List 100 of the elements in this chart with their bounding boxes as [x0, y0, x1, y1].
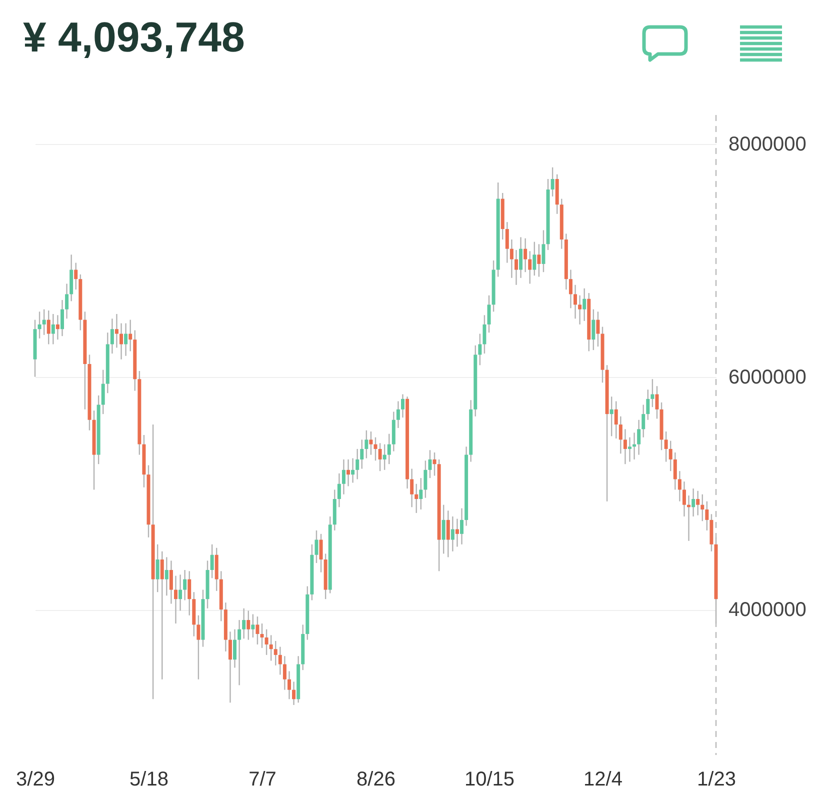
candlestick [356, 448, 360, 480]
candlestick [51, 313, 55, 345]
candlestick [387, 433, 391, 465]
candlestick [705, 500, 709, 532]
x-tick-label: 3/29 [16, 768, 55, 790]
candlestick [264, 628, 268, 656]
candlestick [400, 394, 404, 418]
candlestick [260, 622, 264, 649]
candlestick [610, 396, 614, 437]
candlestick [319, 533, 323, 573]
candlestick [238, 619, 242, 686]
x-tick-label: 12/4 [584, 768, 622, 790]
candlestick [178, 574, 182, 612]
x-tick-label: 10/15 [464, 768, 515, 790]
candlestick [668, 440, 672, 472]
candlestick [282, 655, 286, 690]
candlestick [378, 442, 382, 472]
candlestick [510, 238, 514, 279]
candlestick [242, 608, 246, 640]
candlestick [114, 313, 118, 348]
candlestick [256, 616, 260, 646]
candlestick [637, 419, 641, 456]
candlestick [246, 610, 250, 640]
candlestick [65, 283, 69, 320]
candlestick [650, 378, 654, 408]
candlestick [287, 670, 291, 700]
candlestick [351, 458, 355, 484]
candlestick [278, 646, 282, 676]
candlestick [582, 288, 586, 322]
candlestick [446, 510, 450, 558]
candlestick [342, 458, 346, 495]
y-tick-label: 4000000 [728, 599, 806, 622]
candlestick [414, 483, 418, 514]
candlestick [210, 544, 214, 579]
candlestick [164, 556, 168, 596]
candlestick [369, 430, 373, 456]
candlestick [455, 518, 459, 548]
candlestick [664, 430, 668, 462]
candlestick [700, 494, 704, 522]
candlestick [487, 294, 491, 334]
candlestick [160, 550, 164, 680]
candlestick [678, 470, 682, 502]
candlestick [614, 400, 618, 440]
candlestick [592, 308, 596, 351]
candlestick [292, 681, 296, 706]
candlestick [174, 575, 178, 624]
candlestick [419, 477, 423, 510]
candlestick [482, 314, 486, 354]
candlestick [524, 238, 528, 273]
candlestick [542, 230, 546, 273]
candlestick [642, 404, 646, 438]
candlestick [101, 369, 105, 415]
candlestick [623, 428, 627, 465]
candlestick [450, 516, 454, 552]
candlestick [42, 308, 46, 336]
candlestick [74, 262, 78, 290]
candlestick [46, 310, 50, 345]
candlestick [574, 284, 578, 320]
candlestick [269, 634, 273, 662]
candlestick [120, 322, 124, 360]
candlestick [196, 614, 200, 680]
candlestick [442, 504, 446, 554]
candlestick [183, 569, 187, 601]
y-tick-label: 6000000 [728, 366, 806, 388]
candlestick [550, 166, 554, 198]
chart-title: ¥ 4,093,748 [23, 13, 245, 60]
candlestick [537, 244, 541, 278]
candlestick [382, 444, 386, 471]
candlestick [646, 389, 650, 420]
candlestick [110, 318, 114, 354]
candlestick [578, 294, 582, 326]
candlestick [314, 530, 318, 564]
candlestick [360, 439, 364, 470]
candlestick [519, 236, 523, 279]
candlestick [60, 299, 64, 337]
candlestick [156, 544, 160, 593]
x-tick-label: 5/18 [130, 768, 168, 790]
candlestick [274, 640, 278, 666]
candlestick [596, 311, 600, 348]
y-tick-label: 8000000 [728, 134, 806, 156]
candlestick [233, 628, 237, 668]
x-tick-label: 1/23 [697, 768, 736, 790]
candlestick [128, 319, 132, 352]
candlestick [505, 221, 509, 264]
candlestick [364, 430, 368, 459]
candlestick [188, 570, 192, 616]
candlestick [478, 333, 482, 366]
candlestick [396, 400, 400, 429]
candlestick [460, 508, 464, 545]
candlestick [56, 314, 60, 340]
candlestick [432, 452, 436, 476]
candlestick [410, 468, 414, 508]
candlestick [696, 490, 700, 516]
candlestick [514, 249, 518, 286]
candlestick [374, 436, 378, 462]
candlestick [346, 458, 350, 487]
candlestick [424, 460, 428, 498]
candlestick [228, 631, 232, 704]
candlestick [628, 436, 632, 462]
candlestick [528, 250, 532, 284]
